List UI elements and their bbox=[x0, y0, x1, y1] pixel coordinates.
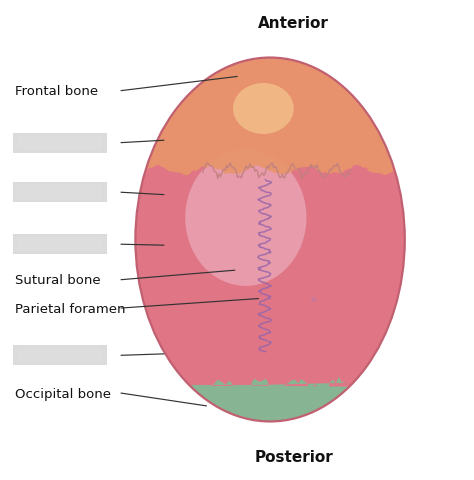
Bar bbox=[17, 186, 102, 200]
Ellipse shape bbox=[185, 150, 307, 286]
Text: Posterior: Posterior bbox=[255, 449, 333, 464]
Ellipse shape bbox=[233, 84, 294, 135]
Polygon shape bbox=[191, 377, 349, 421]
Bar bbox=[17, 238, 102, 252]
Ellipse shape bbox=[136, 59, 405, 421]
Polygon shape bbox=[146, 59, 394, 176]
Text: Occipital bone: Occipital bone bbox=[15, 387, 111, 400]
Bar bbox=[12, 133, 107, 153]
Bar bbox=[17, 348, 102, 362]
Bar bbox=[12, 183, 107, 203]
Text: Sutural bone: Sutural bone bbox=[15, 274, 100, 287]
Bar bbox=[12, 346, 107, 365]
Text: Anterior: Anterior bbox=[258, 16, 329, 31]
Bar bbox=[17, 136, 102, 150]
Text: Parietal foramen: Parietal foramen bbox=[15, 302, 125, 315]
Bar bbox=[12, 235, 107, 254]
Text: Frontal bone: Frontal bone bbox=[15, 85, 98, 98]
